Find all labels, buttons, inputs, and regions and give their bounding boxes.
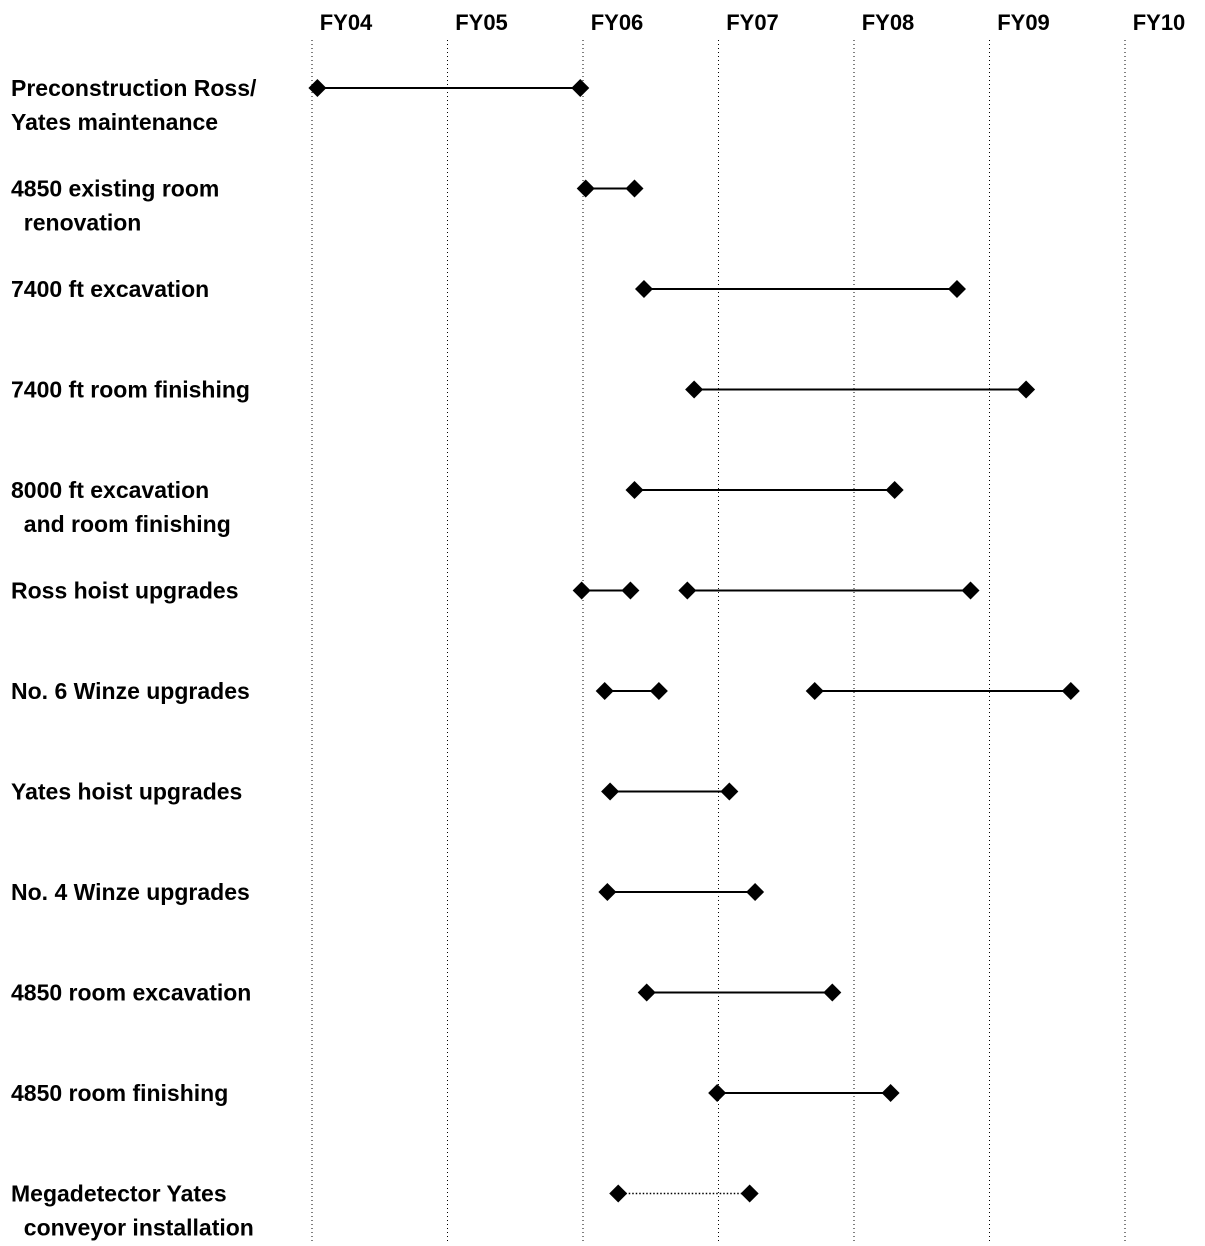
- task-1-segment-1-end-marker: [571, 79, 590, 97]
- task-label-8: Yates hoist upgrades: [11, 779, 242, 805]
- task-label-6: Ross hoist upgrades: [11, 578, 238, 604]
- task-label-3: 7400 ft excavation: [11, 276, 209, 302]
- task-6-segment-2-start-marker: [678, 581, 697, 600]
- task-3-segment-1-start-marker: [634, 280, 653, 298]
- task-10-segment-1-end-marker: [823, 983, 842, 1002]
- task-2-segment-1-start-marker: [576, 179, 595, 198]
- task-7-segment-2-end-marker: [1061, 682, 1080, 700]
- task-5-segment-1-end-marker: [885, 481, 904, 499]
- task-6-segment-1-end-marker: [621, 581, 640, 600]
- task-12-segment-1-start-marker: [609, 1184, 628, 1203]
- task-label-1-line-2: Yates maintenance: [11, 109, 218, 135]
- task-label-4: 7400 ft room finishing: [11, 377, 250, 403]
- task-10-segment-1-start-marker: [637, 983, 656, 1002]
- tick-label-fy06: FY06: [591, 10, 644, 35]
- task-7-segment-1-end-marker: [649, 682, 668, 700]
- task-label-12-line-2: conveyor installation: [11, 1215, 254, 1241]
- task-7-segment-1-start-marker: [595, 682, 614, 700]
- task-11-segment-1-end-marker: [881, 1084, 900, 1102]
- tick-label-fy05: FY05: [455, 10, 508, 35]
- task-label-2-line-1: 4850 existing room: [11, 176, 219, 202]
- task-11-segment-1-start-marker: [708, 1084, 727, 1102]
- task-label-5-line-1: 8000 ft excavation: [11, 477, 209, 503]
- task-9-segment-1-start-marker: [598, 883, 617, 901]
- task-7-segment-2-start-marker: [805, 682, 824, 700]
- task-2-segment-1-end-marker: [625, 179, 644, 198]
- task-4-segment-1-start-marker: [685, 380, 704, 399]
- task-8-segment-1-end-marker: [720, 782, 739, 801]
- task-12-segment-1-end-marker: [740, 1184, 759, 1203]
- task-label-7: No. 6 Winze upgrades: [11, 678, 250, 704]
- gridlines: [311, 40, 1126, 1241]
- tick-label-fy09: FY09: [997, 10, 1050, 35]
- task-1-segment-1-start-marker: [308, 79, 327, 97]
- task-6-segment-2-end-marker: [961, 581, 980, 600]
- task-8-segment-1-start-marker: [601, 782, 620, 801]
- tick-label-fy07: FY07: [726, 10, 779, 35]
- task-4-segment-1-end-marker: [1017, 380, 1036, 399]
- tick-label-fy10: FY10: [1133, 10, 1186, 35]
- task-label-11: 4850 room finishing: [11, 1080, 228, 1106]
- task-3-segment-1-end-marker: [947, 280, 966, 298]
- task-label-2-line-2: renovation: [11, 210, 141, 236]
- tick-label-fy04: FY04: [320, 10, 373, 35]
- task-label-9: No. 4 Winze upgrades: [11, 879, 250, 905]
- task-label-10: 4850 room excavation: [11, 980, 251, 1006]
- task-label-5-line-2: and room finishing: [11, 511, 231, 537]
- fiscal-year-axis: FY04 FY05 FY06 FY07 FY08 FY09 FY10: [320, 10, 1186, 35]
- task-5-segment-1-start-marker: [625, 481, 644, 499]
- task-6-segment-1-start-marker: [572, 581, 591, 600]
- task-label-12-line-1: Megadetector Yates: [11, 1181, 227, 1207]
- tick-label-fy08: FY08: [862, 10, 915, 35]
- task-segments: [308, 79, 1080, 1203]
- task-labels: Preconstruction Ross/Yates maintenance 48…: [11, 75, 257, 1241]
- task-9-segment-1-end-marker: [746, 883, 765, 901]
- task-label-1-line-1: Preconstruction Ross/: [11, 75, 257, 101]
